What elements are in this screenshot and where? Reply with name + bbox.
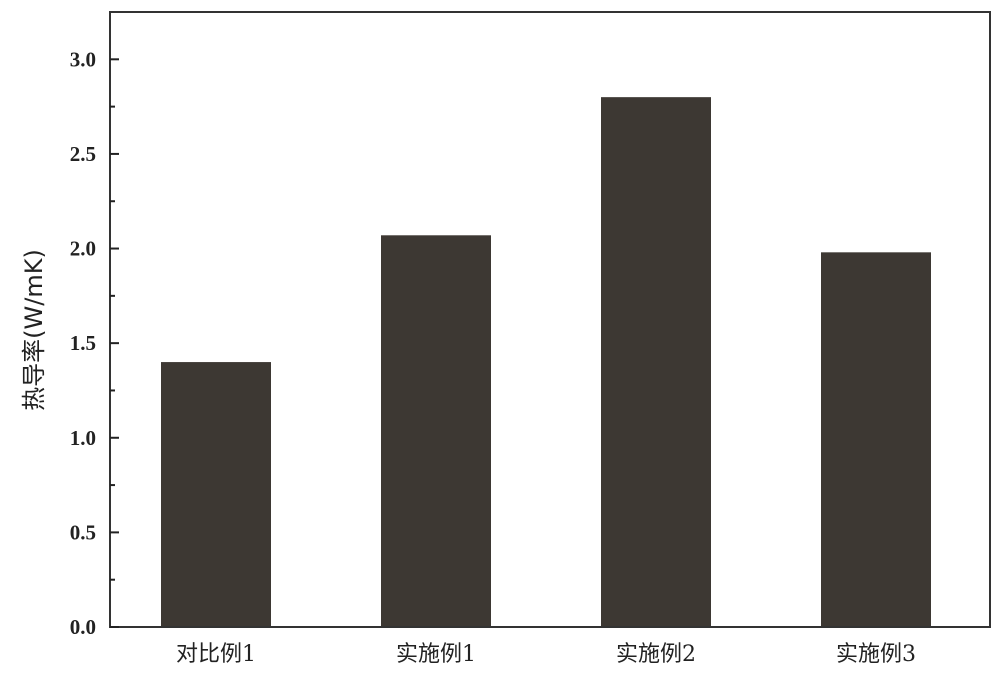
bar-2	[381, 235, 491, 627]
x-tick-label: 实施例2	[616, 642, 696, 667]
y-tick-label: 2.5	[70, 142, 96, 166]
y-tick-label: 3.0	[70, 47, 96, 71]
bar-4	[821, 252, 931, 627]
bar-1	[161, 362, 271, 627]
y-tick-label: 0.5	[70, 520, 96, 544]
y-tick-label: 2.0	[70, 237, 96, 261]
x-tick-label: 实施例3	[836, 642, 916, 667]
bar-3	[601, 97, 711, 627]
y-tick-label: 0.0	[70, 615, 96, 639]
y-tick-label: 1.0	[70, 426, 96, 450]
x-tick-label: 实施例1	[396, 642, 476, 667]
y-tick-label: 1.5	[70, 331, 96, 355]
x-tick-label: 对比例1	[176, 642, 256, 667]
y-axis-title: 热导率(W/mK)	[20, 249, 48, 411]
